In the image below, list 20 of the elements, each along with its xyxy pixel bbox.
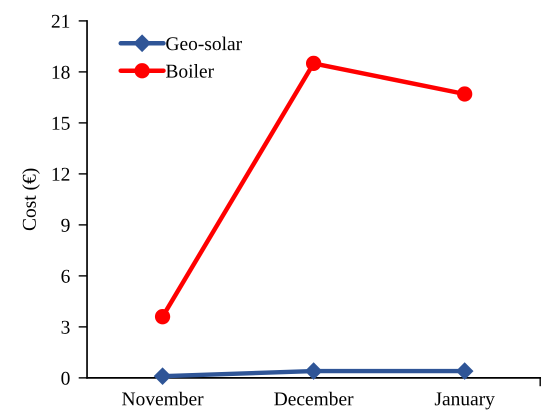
y-axis-title: Cost (€)	[22, 168, 40, 230]
legend-label: Geo-solar	[166, 36, 242, 50]
point	[306, 56, 322, 72]
y-tick-label: 18	[52, 66, 70, 79]
y-tick-label: 9	[61, 218, 70, 232]
point	[456, 362, 474, 380]
point	[154, 368, 172, 385]
y-tick-label: 6	[61, 270, 70, 283]
y-tick-label: 21	[52, 14, 70, 28]
x-tick-label: November	[122, 392, 204, 406]
x-tick-label: December	[274, 392, 354, 406]
legend-label: Boiler	[166, 64, 214, 78]
x-tick-label: January	[434, 392, 495, 410]
y-tick-label: 12	[52, 168, 70, 181]
point	[305, 362, 322, 380]
y-tick-label: 15	[52, 116, 70, 130]
point	[154, 309, 170, 324]
y-tick-label: 3	[62, 320, 70, 334]
y-tick-label: 0	[61, 372, 70, 385]
point	[457, 86, 472, 102]
